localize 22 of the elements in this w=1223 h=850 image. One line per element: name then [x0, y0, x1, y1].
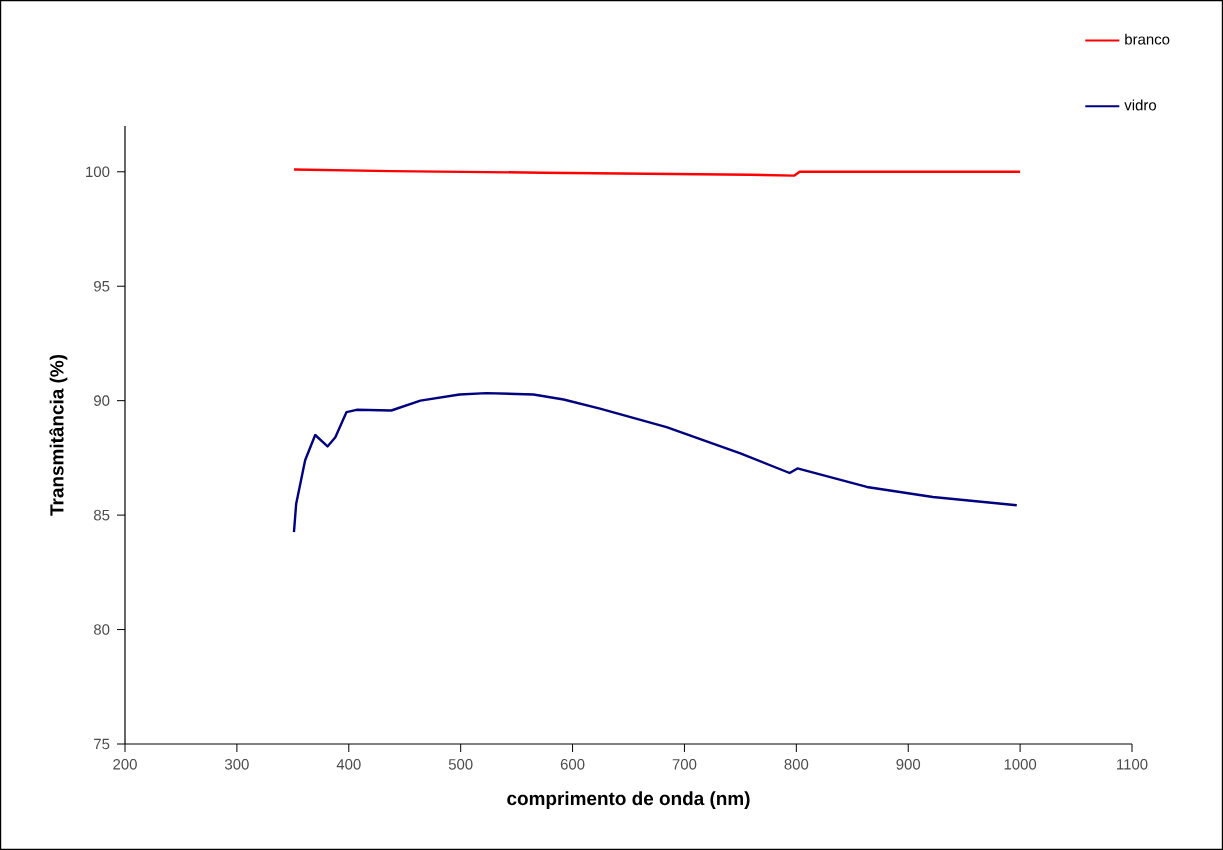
x-axis-title: comprimento de onda (nm) [507, 791, 750, 809]
line-series [292, 168, 1022, 177]
x-tick-label: 400 [336, 759, 361, 770]
x-tick-label: 900 [896, 759, 921, 770]
x-tick-label: 700 [672, 759, 697, 770]
y-tick-label: 100 [86, 166, 110, 178]
x-tick-label: 1000 [1004, 759, 1037, 770]
y-tick-label: 90 [94, 395, 110, 406]
y-tick-label: 75 [94, 738, 110, 750]
legend-label: branco [1125, 33, 1170, 45]
x-tick-label: 500 [448, 759, 473, 770]
x-tick-label: 600 [560, 759, 585, 770]
y-tick-label: 85 [93, 509, 110, 521]
line-series [292, 391, 1018, 534]
x-tick-label: 300 [224, 759, 249, 770]
y-tick-label: 80 [93, 624, 110, 635]
x-tick-label: 200 [113, 759, 137, 770]
x-tick-label: 800 [784, 759, 809, 770]
x-tick-label: 1100 [1117, 759, 1148, 770]
y-axis-title: Transmitância (%) [49, 354, 68, 516]
y-tick-label: 95 [94, 280, 110, 292]
legend-label: vidro [1124, 99, 1157, 111]
